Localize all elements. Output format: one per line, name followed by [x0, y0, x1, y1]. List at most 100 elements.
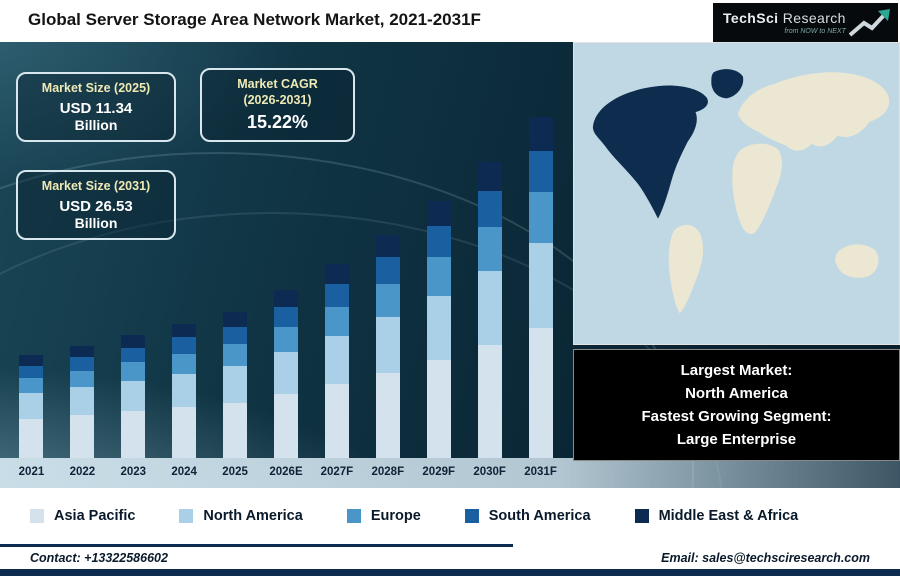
- logo-brand: TechSci Research: [723, 11, 846, 25]
- legend-item-europe: Europe: [346, 508, 421, 524]
- card-label: Market Size (2031): [41, 179, 151, 193]
- bar-segment-europe: [375, 283, 400, 318]
- legend-label: Asia Pacific: [54, 508, 136, 524]
- legend-swatch: [30, 509, 44, 523]
- x-axis-label: 2023: [120, 466, 147, 478]
- legend-label: South America: [488, 508, 591, 524]
- bar-segment-south-america: [19, 365, 44, 378]
- bar-segment-north-america: [324, 335, 349, 385]
- techsci-logo: TechSci Research from NOW to NEXT: [713, 3, 898, 43]
- bar-column-2026e: 2026E: [261, 102, 312, 488]
- bar-column-2022: 2022: [57, 102, 108, 488]
- header: Global Server Storage Area Network Marke…: [0, 0, 900, 43]
- legend-swatch: [634, 509, 649, 523]
- x-axis-label: 2024: [171, 466, 197, 478]
- bar-segment-north-america: [70, 387, 95, 416]
- bar-segment-europe: [121, 362, 146, 381]
- market-callout-box: Largest Market: North America Fastest Gr…: [573, 349, 900, 461]
- legend-swatch: [179, 509, 194, 523]
- logo-brand-tech: TechSci: [723, 10, 779, 26]
- bar-column-2027f: 2027F: [311, 102, 362, 488]
- x-axis-label: 2025: [222, 466, 248, 478]
- market-size-2025-card: Market Size (2025) USD 11.34 Billion: [16, 72, 176, 142]
- bar-segment-asia-pacific: [528, 328, 553, 458]
- bar-segment-asia-pacific: [477, 345, 502, 458]
- world-map-panel: [573, 42, 900, 345]
- card-label: Market CAGR: [237, 77, 318, 91]
- chart-legend: Asia Pacific North America Europe South Ame…: [0, 488, 900, 544]
- card-unit: Billion: [74, 116, 118, 133]
- x-axis-label: 2026E: [269, 466, 303, 478]
- bar-segment-north-america: [172, 373, 197, 408]
- bar-segment-south-america: [375, 257, 400, 284]
- continent-eurasia: [737, 72, 890, 151]
- legend-item-middle-east-africa: Middle East & Africa: [634, 508, 799, 524]
- bar-segment-north-america: [375, 317, 400, 374]
- bar-segment-middle-east-africa: [477, 161, 502, 192]
- bar-segment-asia-pacific: [19, 419, 44, 458]
- arrow-icon: [848, 9, 890, 37]
- bar-segment-asia-pacific: [375, 373, 400, 458]
- bar-segment-north-america: [273, 352, 298, 395]
- bar-segment-asia-pacific: [121, 411, 146, 458]
- logo-tagline: from NOW to NEXT: [784, 28, 846, 35]
- bar-segment-north-america: [426, 295, 451, 361]
- x-axis-label: 2022: [69, 466, 96, 478]
- bar-segment-europe: [19, 378, 44, 394]
- bar-segment-asia-pacific: [426, 360, 451, 458]
- continent-africa: [732, 143, 783, 235]
- bar-segment-middle-east-africa: [172, 324, 197, 338]
- bar-segment-middle-east-africa: [528, 116, 553, 151]
- x-axis-label: 2030F: [473, 466, 506, 478]
- legend-swatch: [346, 509, 361, 523]
- bar-segment-north-america: [121, 380, 146, 412]
- bar-segment-europe: [426, 257, 451, 296]
- stacked-bar: [273, 289, 298, 458]
- card-value: 15.22%: [246, 112, 309, 133]
- stacked-bar: [19, 355, 44, 458]
- bar-column-2030f: 2030F: [464, 102, 515, 488]
- callout-line: Fastest Growing Segment:: [641, 408, 832, 425]
- bar-segment-middle-east-africa: [375, 234, 400, 258]
- bar-column-2023: 2023: [108, 102, 159, 488]
- bar-segment-south-america: [273, 306, 298, 327]
- bar-segment-europe: [477, 226, 502, 272]
- callout-line: North America: [685, 384, 788, 402]
- contact-email: Email: sales@techsciresearch.com: [661, 551, 870, 565]
- bar-column-2025: 2025: [210, 102, 261, 488]
- greenland: [711, 69, 744, 99]
- bar-segment-middle-east-africa: [19, 355, 44, 366]
- bar-segment-south-america: [223, 326, 248, 345]
- stacked-bar: [324, 264, 349, 458]
- bar-segment-europe: [172, 353, 197, 374]
- bar-segment-europe: [324, 306, 349, 336]
- card-label: Market Size (2025): [41, 81, 151, 95]
- continent-south-america: [668, 224, 704, 314]
- stacked-bar: [121, 335, 146, 458]
- bar-segment-south-america: [70, 357, 95, 371]
- legend-label: North America: [203, 508, 303, 524]
- bar-segment-south-america: [172, 337, 197, 354]
- world-map: [575, 43, 898, 344]
- footer-accent-bar-bottom: [0, 569, 900, 576]
- bar-segment-asia-pacific: [172, 407, 197, 458]
- bar-segment-middle-east-africa: [324, 264, 349, 284]
- legend-label: Middle East & Africa: [658, 508, 799, 524]
- card-value: USD 11.34: [59, 99, 133, 117]
- logo-brand-research: Research: [782, 10, 846, 26]
- card-value: USD 26.53: [59, 197, 133, 215]
- legend-item-north-america: North America: [179, 508, 303, 524]
- logo-text: TechSci Research from NOW to NEXT: [723, 11, 846, 35]
- bar-segment-south-america: [426, 226, 451, 258]
- stacked-bar: [477, 161, 502, 458]
- legend-item-south-america: South America: [464, 508, 591, 524]
- stacked-bar: [528, 116, 553, 458]
- legend-swatch: [464, 509, 479, 523]
- bar-segment-asia-pacific: [70, 415, 95, 458]
- bar-segment-europe: [528, 191, 553, 244]
- bar-segment-south-america: [477, 191, 502, 227]
- bar-segment-asia-pacific: [324, 384, 349, 458]
- x-axis-label: 2028F: [371, 466, 405, 478]
- footer: Contact: +13322586602 Email: sales@techs…: [0, 544, 900, 576]
- bar-segment-middle-east-africa: [273, 289, 298, 307]
